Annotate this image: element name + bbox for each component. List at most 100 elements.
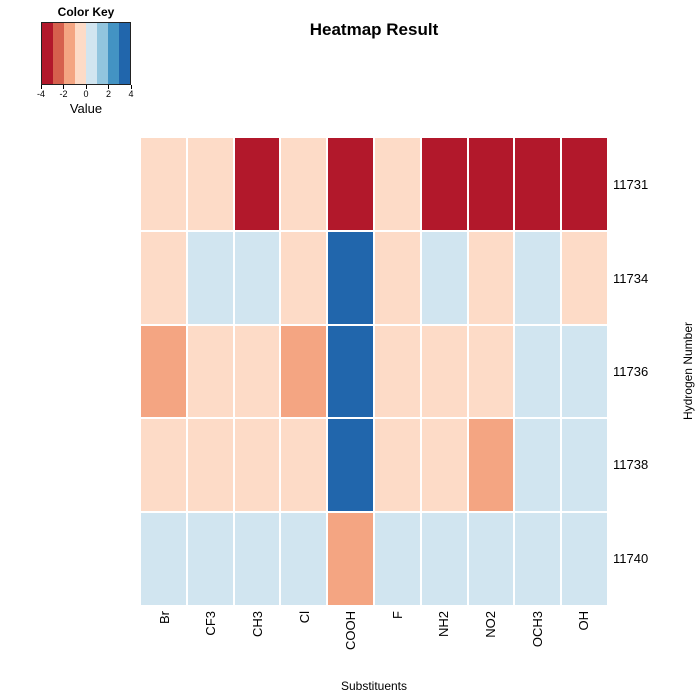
heatmap-cell <box>562 325 607 418</box>
heatmap-cell <box>421 419 467 512</box>
col-label-cell: Br <box>141 611 188 686</box>
col-label: CH3 <box>249 611 265 638</box>
heatmap-grid <box>141 138 607 605</box>
color-key-band <box>75 23 86 84</box>
color-key-tick-label: 0 <box>83 89 89 99</box>
heatmap-cell <box>187 419 233 512</box>
row-label: 11734 <box>613 270 649 286</box>
y-axis-title-text: Hydrogen Number <box>681 322 695 421</box>
heatmap-cell <box>374 138 420 230</box>
color-key-band <box>119 23 130 84</box>
col-label-cell: OCH3 <box>514 611 561 686</box>
color-key-tick-mark <box>130 85 132 89</box>
heatmap-cell <box>515 513 561 605</box>
heatmap-cell <box>562 419 607 512</box>
heatmap-cell <box>187 231 233 324</box>
color-key-ticks <box>40 85 132 89</box>
color-key-tick-labels: -4 -2 0 2 4 <box>37 89 134 100</box>
col-label: OH <box>576 611 592 631</box>
color-key-tick-label: -4 <box>36 89 46 99</box>
heatmap-cell <box>328 231 373 324</box>
heatmap-cell <box>141 138 186 230</box>
heatmap-cell <box>328 419 373 512</box>
heatmap-cell <box>234 325 280 418</box>
heatmap-cell <box>468 138 514 230</box>
color-key-tick-mark <box>108 85 109 89</box>
heatmap-cell <box>562 138 607 230</box>
heatmap-cell <box>281 231 327 324</box>
heatmap-cell <box>374 325 420 418</box>
heatmap-cell <box>234 419 280 512</box>
row-label: 11736 <box>613 364 649 380</box>
heatmap-cell <box>281 325 327 418</box>
heatmap-cell <box>187 513 233 605</box>
heatmap-cell <box>562 231 607 324</box>
col-label-cell: F <box>374 611 421 686</box>
heatmap-cell <box>328 325 373 418</box>
col-label: NO2 <box>482 611 498 638</box>
col-label-cell: CF3 <box>188 611 235 686</box>
row-label: 11731 <box>613 177 649 193</box>
heatmap-cell <box>515 325 561 418</box>
heatmap-cell <box>281 138 327 230</box>
row-label: 11740 <box>613 550 649 566</box>
color-key-band <box>108 23 119 84</box>
heatmap-cell <box>234 513 280 605</box>
col-label: NH2 <box>436 611 452 638</box>
color-key-tick-label: 2 <box>105 89 112 99</box>
heatmap-cell <box>141 513 186 605</box>
color-key-tick-label: 4 <box>128 89 134 99</box>
heatmap-cell <box>234 231 280 324</box>
row-label: 11738 <box>613 457 649 473</box>
heatmap-cell <box>187 325 233 418</box>
col-label-cell: NH2 <box>421 611 468 686</box>
col-label-cell: NO2 <box>467 611 514 686</box>
heatmap-cell <box>234 138 280 230</box>
heatmap-cell <box>468 231 514 324</box>
row-labels: 11731 11734 11736 11738 11740 <box>613 138 673 605</box>
heatmap-cell <box>374 419 420 512</box>
heatmap-cell <box>374 231 420 324</box>
heatmap-cell <box>281 419 327 512</box>
heatmap-cell <box>328 513 373 605</box>
heatmap-cell <box>141 231 186 324</box>
color-key-band <box>97 23 108 84</box>
color-key-tick-mark <box>40 85 42 89</box>
heatmap-cell <box>141 325 186 418</box>
heatmap-cell <box>421 231 467 324</box>
col-label-cell: COOH <box>327 611 374 686</box>
heatmap-cell <box>468 513 514 605</box>
x-axis-title: Substituents <box>340 679 408 693</box>
col-label: OCH3 <box>529 611 545 648</box>
heatmap-cell <box>562 513 607 605</box>
col-label-cell: Cl <box>281 611 328 686</box>
col-labels: Br CF3 CH3 Cl COOH F NH2 NO2 OCH3 OH <box>141 611 607 686</box>
col-label: Cl <box>296 611 312 624</box>
heatmap-cell <box>281 513 327 605</box>
heatmap-cell <box>328 138 373 230</box>
color-key-band <box>53 23 64 84</box>
heatmap-cell <box>515 231 561 324</box>
col-label: CF3 <box>203 611 219 636</box>
heatmap-cell <box>421 513 467 605</box>
color-key-band <box>86 23 97 84</box>
heatmap-cell <box>515 138 561 230</box>
col-label-cell: CH3 <box>234 611 281 686</box>
heatmap-cell <box>141 419 186 512</box>
heatmap-cell <box>468 419 514 512</box>
col-label-cell: OH <box>560 611 607 686</box>
color-key-tick-mark <box>85 85 87 89</box>
heatmap-cell <box>421 138 467 230</box>
heatmap-cell <box>187 138 233 230</box>
col-label: Br <box>156 611 172 624</box>
heatmap-cell <box>515 419 561 512</box>
color-key-tick-label: -2 <box>59 89 68 99</box>
col-label: F <box>389 611 405 619</box>
color-key-axis-label: Value <box>69 101 103 116</box>
y-axis-title: Hydrogen Number <box>681 138 695 605</box>
heatmap-cell <box>421 325 467 418</box>
heatmap-cell <box>468 325 514 418</box>
color-key-bar <box>41 22 131 85</box>
color-key-tick-mark <box>63 85 64 89</box>
